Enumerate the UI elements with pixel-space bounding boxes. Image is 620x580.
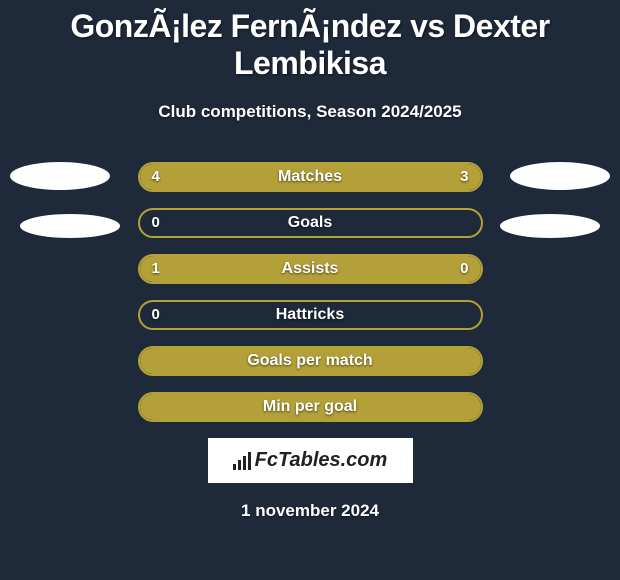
stat-label: Min per goal <box>140 394 481 420</box>
comparison-area: Matches43Goals0Assists10Hattricks0Goals … <box>0 162 620 521</box>
stat-label: Assists <box>140 256 481 282</box>
logo-text: FcTables.com <box>255 449 388 472</box>
stat-bars: Matches43Goals0Assists10Hattricks0Goals … <box>138 162 483 422</box>
stat-value-left: 4 <box>152 164 160 190</box>
stat-label: Matches <box>140 164 481 190</box>
stat-value-left: 0 <box>152 210 160 236</box>
subtitle: Club competitions, Season 2024/2025 <box>0 102 620 122</box>
logo: FcTables.com <box>233 449 388 472</box>
date: 1 november 2024 <box>0 501 620 521</box>
stat-value-left: 0 <box>152 302 160 328</box>
stat-label: Goals per match <box>140 348 481 374</box>
stat-label: Goals <box>140 210 481 236</box>
stat-row: Goals0 <box>138 208 483 238</box>
right-ellipse-1 <box>510 162 610 190</box>
logo-box: FcTables.com <box>208 438 413 483</box>
stat-label: Hattricks <box>140 302 481 328</box>
stat-row: Goals per match <box>138 346 483 376</box>
stat-row: Matches4 3 <box>138 162 483 192</box>
stat-row: Assists1 0 <box>138 254 483 284</box>
stat-value-right: 0 <box>460 256 468 282</box>
stat-row: Min per goal <box>138 392 483 422</box>
stat-row: Hattricks0 <box>138 300 483 330</box>
left-ellipse-1 <box>10 162 110 190</box>
left-ellipse-2 <box>20 214 120 238</box>
stat-value-right: 3 <box>460 164 468 190</box>
logo-bars-icon <box>233 452 251 470</box>
comparison-widget: GonzÃ¡lez FernÃ¡ndez vs Dexter Lembikisa… <box>0 0 620 521</box>
right-ellipse-2 <box>500 214 600 238</box>
title: GonzÃ¡lez FernÃ¡ndez vs Dexter Lembikisa <box>0 0 620 82</box>
stat-value-left: 1 <box>152 256 160 282</box>
